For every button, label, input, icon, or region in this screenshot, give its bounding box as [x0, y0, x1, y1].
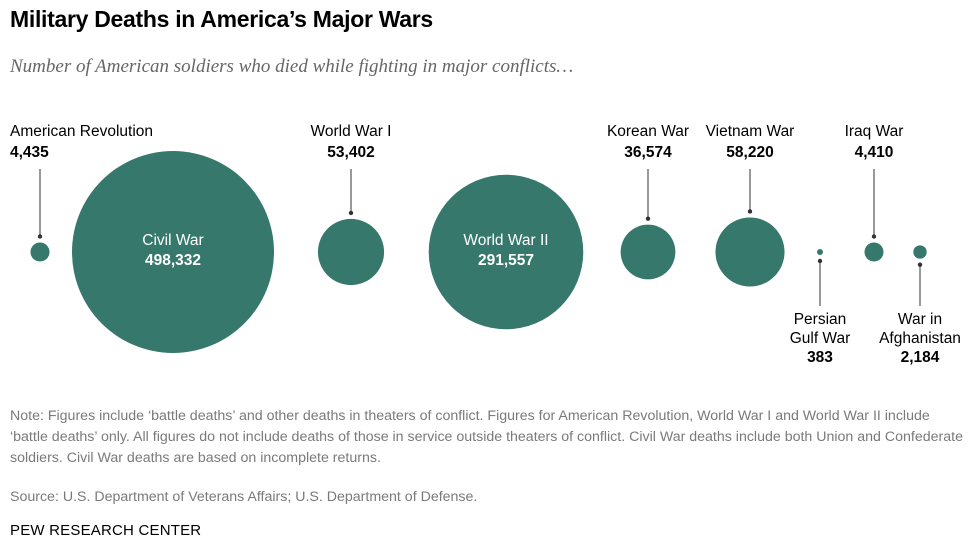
bubble-world-war-ii [428, 174, 584, 330]
bubble-civil-war [72, 151, 274, 353]
bubble-war-in-afghanistan [913, 245, 927, 259]
bubble-korean-war [620, 224, 676, 280]
label-name-civil-war: Civil War [142, 232, 203, 249]
bubble-iraq-war [864, 242, 884, 262]
connector-dot-korean-war [645, 216, 651, 221]
label-value-american-revolution: 4,435 [10, 144, 49, 161]
connector-dot-world-war-i [348, 210, 354, 216]
bubble-world-war-i [317, 218, 385, 286]
label-value-world-war-ii: 291,557 [478, 252, 534, 269]
label-name-persian-gulf-war-line-1: Persian [794, 311, 847, 328]
bubble-persian-gulf-war [817, 249, 823, 255]
label-name-iraq-war: Iraq War [845, 123, 904, 140]
connector-dot-vietnam-war [747, 209, 753, 214]
bubble-vietnam-war [715, 217, 785, 287]
bubble-american-revolution [30, 242, 50, 262]
publisher-credit: PEW RESEARCH CENTER [10, 522, 202, 539]
label-name-war-in-afghanistan-line-2: Afghanistan [879, 330, 961, 347]
label-value-world-war-i: 53,402 [327, 144, 374, 161]
label-value-vietnam-war: 58,220 [726, 144, 773, 161]
connector-dot-iraq-war [871, 234, 877, 239]
label-value-war-in-afghanistan: 2,184 [901, 349, 940, 366]
label-name-war-in-afghanistan-line-1: War in [898, 311, 942, 328]
label-name-american-revolution: American Revolution [10, 123, 153, 140]
label-name-korean-war: Korean War [607, 123, 689, 140]
bubble-chart: American Revolution 4,435 Civil War 498,332… [10, 123, 961, 366]
connector-dot-american-revolution [37, 234, 43, 239]
label-value-persian-gulf-war: 383 [807, 349, 833, 366]
label-value-korean-war: 36,574 [624, 144, 672, 161]
label-name-world-war-i: World War I [311, 123, 392, 140]
label-name-world-war-ii: World War II [463, 232, 548, 249]
label-name-vietnam-war: Vietnam War [706, 123, 795, 140]
chart-note: Note: Figures include ‘battle deaths’ an… [10, 408, 963, 466]
chart-subtitle: Number of American soldiers who died whi… [10, 56, 574, 77]
label-name-persian-gulf-war-line-2: Gulf War [790, 330, 851, 347]
label-value-civil-war: 498,332 [145, 252, 201, 269]
chart-source: Source: U.S. Department of Veterans Affa… [10, 489, 478, 505]
chart-title: Military Deaths in America’s Major Wars [10, 6, 433, 32]
label-value-iraq-war: 4,410 [855, 144, 894, 161]
